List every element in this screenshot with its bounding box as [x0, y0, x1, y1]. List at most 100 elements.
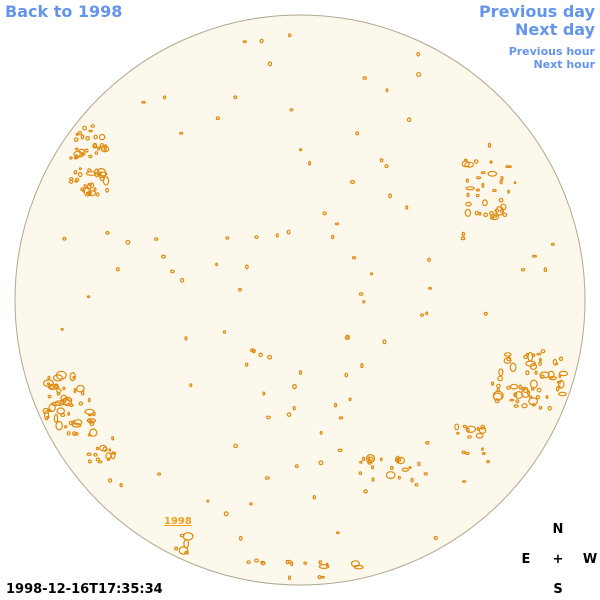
- region-contour: [499, 203, 507, 211]
- region-contour: [115, 266, 120, 272]
- region-contour: [93, 187, 97, 192]
- region-contour: [103, 144, 108, 149]
- next-day-link[interactable]: Next day: [515, 20, 595, 39]
- region-contour: [254, 235, 259, 240]
- region-contour: [286, 229, 291, 235]
- region-contour: [481, 447, 484, 451]
- region-contour: [73, 388, 77, 394]
- region-contour: [184, 336, 188, 341]
- region-contour: [319, 430, 323, 435]
- region-contour: [456, 431, 460, 435]
- region-contour: [317, 574, 322, 580]
- region-contour: [72, 431, 77, 437]
- region-contour: [557, 379, 565, 389]
- region-contour: [345, 334, 351, 340]
- region-contour: [530, 379, 538, 389]
- region-contour: [82, 188, 85, 193]
- region-contour: [465, 186, 475, 191]
- previous-day-link[interactable]: Previous day: [478, 2, 595, 21]
- region-contour: [288, 575, 292, 581]
- region-contour: [303, 561, 308, 565]
- region-contour: [111, 436, 115, 441]
- region-contour: [180, 277, 185, 283]
- region-contour: [529, 395, 533, 399]
- region-contour: [555, 362, 559, 366]
- region-contour: [408, 466, 412, 470]
- region-contour: [466, 192, 470, 198]
- region-contour: [481, 182, 485, 188]
- region-contour: [47, 383, 59, 390]
- region-contour: [47, 375, 51, 380]
- region-contour: [500, 175, 504, 181]
- region-contour: [482, 199, 488, 207]
- region-contour: [478, 426, 487, 434]
- region-contour: [465, 201, 472, 207]
- region-contour: [292, 405, 296, 411]
- region-contour: [87, 413, 93, 417]
- region-contour: [547, 405, 552, 411]
- region-year-link[interactable]: 1998: [164, 516, 192, 527]
- region-contour: [534, 370, 538, 375]
- region-contour: [518, 384, 522, 390]
- back-to-year-link[interactable]: Back to 1998: [5, 2, 123, 21]
- region-contour: [555, 386, 560, 392]
- region-contour: [358, 471, 363, 476]
- region-contour: [254, 558, 260, 563]
- region-contour: [370, 465, 375, 470]
- region-contour: [513, 181, 517, 185]
- region-contour: [490, 381, 495, 386]
- previous-hour-link[interactable]: Previous hour: [508, 45, 595, 58]
- region-contour: [509, 383, 519, 390]
- region-contour: [82, 125, 87, 131]
- region-contour: [66, 431, 71, 436]
- region-contour: [286, 412, 292, 418]
- region-contour: [62, 386, 66, 391]
- region-contour: [285, 559, 289, 565]
- region-contour: [249, 502, 253, 506]
- region-contour: [86, 418, 97, 424]
- region-contour: [503, 352, 512, 357]
- region-contour: [461, 160, 470, 168]
- region-contour: [320, 575, 325, 579]
- region-contour: [507, 189, 511, 194]
- region-contour: [74, 177, 80, 182]
- region-contour: [475, 193, 480, 198]
- region-contour: [334, 222, 340, 226]
- region-contour: [77, 130, 83, 136]
- region-contour: [525, 370, 530, 376]
- region-contour: [548, 376, 557, 381]
- region-contour: [540, 349, 546, 354]
- region-contour: [487, 142, 492, 148]
- region-contour: [406, 117, 412, 123]
- region-contour: [532, 353, 536, 358]
- region-contour: [258, 352, 263, 358]
- region-contour: [74, 419, 83, 426]
- region-contour: [73, 156, 78, 160]
- region-contour: [405, 205, 409, 210]
- region-contour: [62, 236, 67, 241]
- region-contour: [507, 165, 512, 169]
- region-contour: [53, 383, 59, 389]
- region-contour: [365, 454, 376, 464]
- region-contour: [499, 209, 505, 213]
- region-contour: [62, 396, 73, 407]
- region-contour: [95, 446, 100, 451]
- region-contour: [481, 452, 486, 456]
- region-contour: [558, 356, 564, 362]
- region-contour: [85, 135, 90, 141]
- region-contour: [223, 511, 229, 517]
- region-contour: [425, 440, 430, 445]
- region-contour: [102, 446, 108, 452]
- region-contour: [178, 546, 189, 555]
- region-contour: [96, 146, 101, 151]
- observation-timestamp: 1998-12-16T17:35:34: [6, 582, 163, 597]
- region-contour: [73, 170, 78, 175]
- region-contour: [238, 287, 242, 292]
- region-contour: [538, 405, 543, 410]
- region-contour: [60, 327, 64, 331]
- region-contour: [244, 264, 249, 270]
- region-contour: [538, 361, 542, 367]
- next-hour-link[interactable]: Next hour: [533, 58, 596, 71]
- region-contour: [486, 459, 490, 464]
